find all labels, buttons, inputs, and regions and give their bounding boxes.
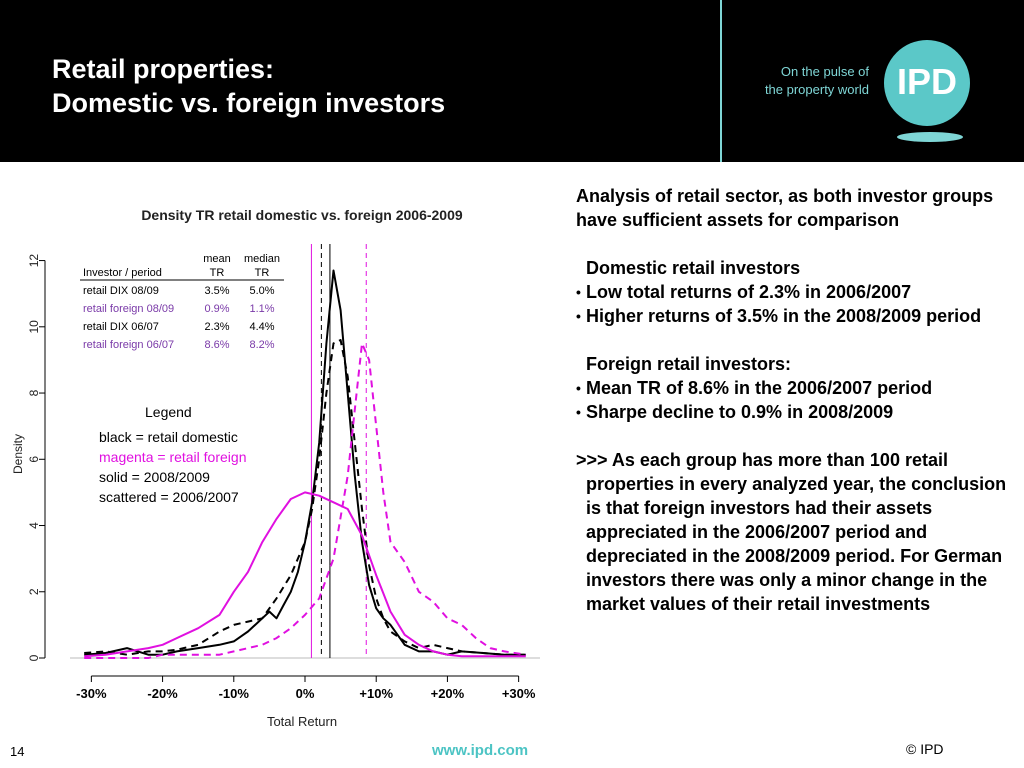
legend-item-solid: solid = 2008/2009 [99,469,210,485]
domestic-bullet-1: Low total returns of 2.3% in 2006/2007 [576,280,1016,304]
y-tick-label: 8 [27,389,41,396]
ipd-logo-icon [884,40,970,126]
table-rows: retail DIX 08/09 3.5% 5.0% retail foreign 0… [83,285,275,351]
table-cell: retail foreign 06/07 [83,339,174,351]
table-cell: 4.4% [249,321,274,333]
stats-table: mean TR median TR Investor / period reta… [80,253,284,351]
legend-item-domestic: black = retail domestic [99,429,238,445]
series-line [84,269,526,656]
x-tick-label: +10% [359,686,393,701]
x-tick-label: -30% [76,686,107,701]
domestic-heading: Domestic retail investors [586,258,801,278]
foreign-bullet-2: Sharpe decline to 0.9% in 2008/2009 [576,400,1016,424]
table-cell: 0.9% [204,303,229,315]
table-cell: 1.1% [249,303,274,315]
slide-header [0,0,1024,162]
domestic-bullet-2: Higher returns of 3.5% in the 2008/2009 … [576,304,1016,328]
table-cell: 8.2% [249,339,274,351]
table-cell: retail DIX 08/09 [83,285,159,297]
legend-item-scattered: scattered = 2006/2007 [99,489,239,505]
y-tick-label: 6 [27,456,41,463]
slide-title: Retail properties: Domestic vs. foreign … [52,52,445,120]
x-axis-ticks: -30% -20% -10% 0% +10% +20% +30% [76,676,536,701]
table-header-median: median [244,253,280,265]
x-tick-label: -20% [147,686,178,701]
table-header-mean-tr: TR [210,267,225,279]
x-tick-label: 0% [296,686,315,701]
copyright-notice: © IPD [906,741,944,757]
footer-url-link[interactable]: www.ipd.com [432,742,529,759]
header-divider [720,0,722,162]
y-tick-label: 4 [27,522,41,529]
analysis-conclusion: >>> As each group has more than 100 reta… [576,450,1007,614]
x-tick-label: +30% [502,686,536,701]
y-tick-label: 2 [27,588,41,595]
analysis-text: Analysis of retail sector, as both inves… [576,184,1016,616]
chart-legend: Legend black = retail domestic magenta =… [99,404,246,505]
y-tick-label: 12 [27,254,41,268]
ipd-tagline: On the pulse of the property world [734,63,869,99]
slide-title-line-1: Retail properties: [52,54,275,84]
table-cell: 8.6% [204,339,229,351]
x-tick-label: -10% [219,686,250,701]
table-cell: 3.5% [204,285,229,297]
ipd-logo-underline [897,132,963,142]
y-axis-label: Density [11,434,25,474]
foreign-heading: Foreign retail investors: [586,354,792,374]
page-number: 14 [10,744,25,759]
y-tick-label: 0 [27,654,41,661]
series-line [84,491,526,658]
y-tick-label: 10 [27,320,41,334]
legend-title: Legend [145,404,192,420]
foreign-bullet-1: Mean TR of 8.6% in the 2006/2007 period [576,376,1016,400]
table-header-mean: mean [203,253,231,265]
ipd-logo-text: IPD [896,61,957,102]
analysis-intro: Analysis of retail sector, as both inves… [576,186,994,230]
density-chart: Density TR retail domestic vs. foreign 2… [11,207,540,729]
slide-title-line-2: Domestic vs. foreign investors [52,88,446,118]
table-cell: retail DIX 06/07 [83,321,159,333]
table-cell: 2.3% [204,321,229,333]
legend-item-foreign: magenta = retail foreign [99,449,246,465]
series-line [84,342,526,659]
tagline-line-1: On the pulse of [780,64,869,79]
y-axis-ticks: 0 2 4 6 8 10 12 [27,254,45,661]
table-header-investor: Investor / period [83,267,162,279]
tagline-line-2: the property world [764,82,869,97]
series-line [84,339,526,656]
chart-title: Density TR retail domestic vs. foreign 2… [141,207,463,223]
x-tick-label: +20% [431,686,465,701]
table-header-median-tr: TR [255,267,270,279]
table-cell: retail foreign 08/09 [83,303,174,315]
density-series [84,269,526,659]
table-cell: 5.0% [249,285,274,297]
x-axis-label: Total Return [267,714,337,729]
